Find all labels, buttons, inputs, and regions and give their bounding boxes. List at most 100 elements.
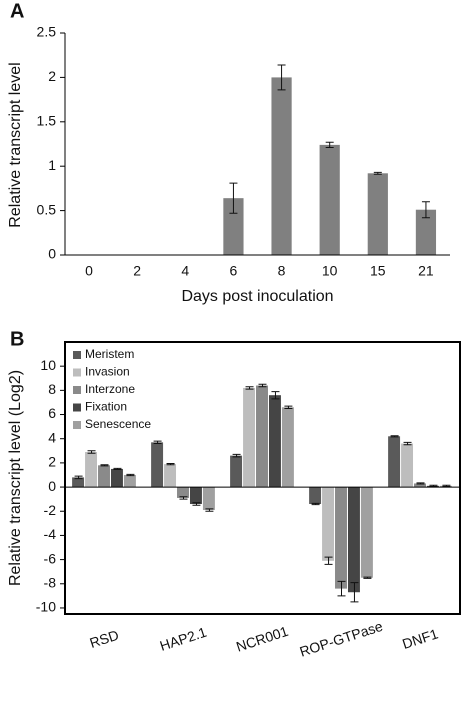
error-bar (87, 450, 96, 454)
error-bar (126, 473, 135, 477)
x-tick-label: 6 (230, 263, 238, 279)
x-tick-label: DNF1 (400, 625, 440, 652)
y-tick-label: 0.5 (37, 201, 57, 217)
y-axis-label: Relative transcript level (Log2) (7, 370, 24, 586)
panel-label: A (10, 0, 24, 22)
x-tick-label: 21 (418, 263, 434, 279)
y-tick-label: 10 (40, 357, 56, 373)
y-tick-label: 1.5 (37, 113, 57, 129)
legend-swatch (73, 403, 81, 412)
error-bar (324, 556, 333, 565)
x-tick-label: 15 (370, 263, 386, 279)
error-bar (429, 484, 438, 487)
bar (189, 487, 202, 504)
error-bar (373, 171, 382, 175)
bar (271, 77, 292, 256)
legend-swatch (73, 351, 81, 359)
y-tick-label: 1 (48, 157, 56, 173)
plot-frame (64, 341, 461, 615)
bar (367, 173, 388, 255)
y-tick-label: -2 (44, 502, 57, 518)
error-bar (113, 467, 122, 471)
y-tick-label: -8 (44, 574, 57, 590)
error-bar (74, 475, 83, 480)
error-bar (100, 464, 109, 467)
error-bar (166, 462, 175, 466)
error-bar (284, 405, 293, 409)
x-tick-label: HAP2.1 (158, 624, 209, 654)
bar (415, 209, 437, 255)
error-bar (277, 64, 286, 91)
panel-label: B (10, 328, 24, 350)
bar (401, 443, 414, 488)
bar (360, 487, 373, 578)
legend-label: Interzone (85, 382, 135, 396)
bar (243, 387, 256, 488)
x-tick-label: ROP-GTPase (298, 618, 385, 660)
bar (110, 468, 123, 488)
error-bar (403, 441, 412, 446)
x-tick-label: 2 (133, 263, 141, 279)
bar (177, 487, 189, 498)
error-bar (416, 482, 425, 485)
y-tick-label: -6 (44, 550, 57, 566)
y-tick-label: 2 (48, 68, 56, 84)
error-bar (325, 141, 334, 149)
y-axis-label: Relative transcript level (7, 62, 24, 227)
error-bar (271, 391, 280, 400)
legend-label: Invasion (85, 365, 130, 379)
y-tick-label: 4 (48, 429, 56, 445)
error-bar (350, 582, 359, 603)
error-bar (192, 502, 201, 506)
bar (414, 483, 426, 488)
legend-swatch (73, 421, 81, 429)
y-tick-label: 6 (48, 405, 56, 421)
x-tick-label: 10 (322, 263, 338, 279)
bar (85, 452, 98, 488)
bar (72, 477, 85, 488)
bar (347, 487, 360, 593)
error-bar (245, 386, 254, 390)
error-bar (153, 440, 162, 445)
error-bar (363, 576, 372, 579)
bar (268, 395, 281, 488)
bar (335, 487, 347, 589)
y-tick-label: 0 (48, 478, 56, 494)
bar (309, 487, 322, 504)
bar (98, 465, 110, 488)
y-tick-label: 0 (48, 246, 56, 262)
x-tick-label: RSD (88, 627, 121, 651)
x-tick-label: 0 (85, 263, 93, 279)
legend-swatch (73, 386, 81, 394)
bar (223, 198, 244, 255)
legend-label: Meristem (85, 347, 134, 361)
x-tick-label: NCR001 (234, 623, 290, 655)
legend-label: Fixation (85, 400, 127, 414)
error-bar (179, 496, 188, 500)
legend-label: Senescence (85, 417, 151, 431)
error-bar (205, 508, 214, 512)
error-bar (311, 502, 320, 506)
bar (151, 442, 164, 488)
y-tick-label: -4 (44, 526, 57, 542)
error-bar (229, 182, 238, 214)
error-bar (258, 383, 267, 388)
error-bar (421, 201, 430, 219)
x-axis-label: Days post inoculation (181, 288, 333, 305)
y-tick-label: 2.5 (37, 24, 57, 40)
error-bar (232, 453, 241, 458)
bar (388, 436, 401, 488)
y-tick-label: 8 (48, 381, 56, 397)
y-tick-label: 2 (48, 454, 56, 470)
bar (202, 487, 215, 511)
y-tick-label: -10 (36, 599, 56, 615)
bar (281, 407, 294, 488)
bar (256, 385, 268, 488)
bar (319, 144, 340, 255)
x-tick-label: 4 (181, 263, 189, 279)
error-bar (337, 580, 346, 597)
bar (230, 455, 243, 488)
error-bar (390, 435, 399, 438)
x-tick-label: 8 (278, 263, 286, 279)
